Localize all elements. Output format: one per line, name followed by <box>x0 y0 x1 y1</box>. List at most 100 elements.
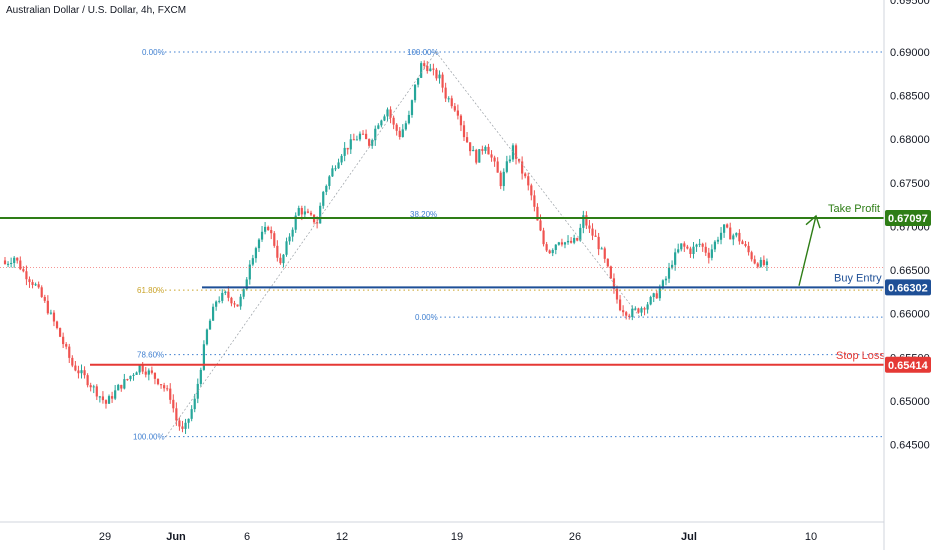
candle-body <box>49 312 52 314</box>
candle-body <box>285 241 288 255</box>
candle-body <box>530 185 533 196</box>
candle-body <box>560 242 564 245</box>
candle-body <box>539 220 542 231</box>
candle-body <box>257 239 261 249</box>
candle-body <box>104 400 108 404</box>
candle-body <box>744 243 747 246</box>
candle-body <box>465 137 469 143</box>
candle-body <box>609 266 612 279</box>
candle-body <box>337 162 340 169</box>
candle-body <box>6 263 10 265</box>
candle-body <box>199 369 202 384</box>
candle-body <box>508 159 511 162</box>
candle-body <box>438 74 441 79</box>
candle-body <box>472 149 475 152</box>
candle-body <box>334 168 337 170</box>
candle-body <box>135 372 138 375</box>
candle-body <box>300 208 303 215</box>
candle-body <box>208 320 212 330</box>
candle-body <box>579 227 582 241</box>
candle-body <box>71 357 74 366</box>
candle-body <box>267 226 270 231</box>
candle-body <box>101 396 105 401</box>
candle-body <box>196 383 199 399</box>
candle-body <box>114 390 117 399</box>
candle-body <box>707 252 710 258</box>
candle-body <box>735 232 738 236</box>
candle-body <box>502 171 505 187</box>
candle-body <box>429 68 432 72</box>
candle-body <box>524 173 527 177</box>
candle-body <box>426 65 429 72</box>
fib-label: 0.00% <box>142 48 165 57</box>
candle-body <box>236 304 239 307</box>
candle-body <box>527 176 530 186</box>
candle-body <box>361 133 365 135</box>
candle-body <box>86 375 89 386</box>
candle-body <box>319 205 322 224</box>
candle-body <box>169 388 172 400</box>
candle-body <box>719 232 723 240</box>
candle-body <box>704 246 707 253</box>
price-axis[interactable]: 0.69500 0.69000 0.68500 0.68000 0.67500 0.670… <box>885 0 931 451</box>
candle-body <box>444 87 447 99</box>
candle-body <box>576 237 579 241</box>
candle-body <box>242 289 245 297</box>
candle-body <box>698 243 701 245</box>
candle-body <box>545 244 548 251</box>
candle-body <box>674 252 677 265</box>
candle-body <box>254 248 258 259</box>
target-arrow-head <box>805 214 821 229</box>
candle-body <box>144 371 147 375</box>
candle-body <box>141 364 144 372</box>
x-tick-label: 10 <box>805 531 817 543</box>
candle-body <box>441 74 444 88</box>
buy-entry-label: Buy Entry <box>834 272 882 284</box>
x-tick-label: 26 <box>569 531 581 543</box>
candle-body <box>628 315 631 317</box>
candle-body <box>655 293 658 299</box>
candle-body <box>325 185 328 192</box>
fib-label-top100: 100.00% <box>407 48 439 57</box>
candle-body <box>80 370 83 374</box>
candle-body <box>432 68 435 70</box>
candle-body <box>680 243 683 250</box>
stop-loss-price-text: 0.65414 <box>888 360 929 372</box>
candle-body <box>368 139 371 146</box>
time-axis[interactable]: 29 Jun 6 12 19 26 Jul 10 <box>99 531 817 543</box>
candle-body <box>132 374 135 376</box>
candle-body <box>270 230 273 234</box>
x-tick-label: 6 <box>244 531 250 543</box>
candle-body <box>309 212 313 215</box>
candle-body <box>355 139 358 141</box>
candle-body <box>514 145 518 159</box>
candle-body <box>585 215 588 226</box>
candle-body <box>658 288 661 299</box>
buy-entry-price-text: 0.66302 <box>888 282 928 294</box>
target-arrow-shaft <box>798 215 817 286</box>
candle-body <box>573 237 576 243</box>
candle-body <box>670 264 674 268</box>
y-tick-label: 0.66000 <box>890 309 930 321</box>
candle-body <box>202 344 205 370</box>
candle-body <box>450 98 453 107</box>
fib-label: 0.00% <box>415 313 438 322</box>
candle-body <box>435 69 438 79</box>
candle-body <box>331 168 334 177</box>
candle-body <box>346 147 349 150</box>
candle-body <box>551 249 554 254</box>
candle-body <box>288 236 291 242</box>
candle-body <box>227 291 230 298</box>
candle-body <box>92 386 95 388</box>
candle-body <box>377 125 380 129</box>
candle-body <box>753 259 756 264</box>
candle-body <box>459 115 463 126</box>
y-tick-label: 0.69000 <box>890 47 930 59</box>
candle-body <box>352 139 355 141</box>
candle-body <box>175 408 178 421</box>
candle-body <box>738 232 741 242</box>
candle-body <box>111 396 114 399</box>
candle-body <box>190 409 193 419</box>
candle-body <box>10 262 13 264</box>
